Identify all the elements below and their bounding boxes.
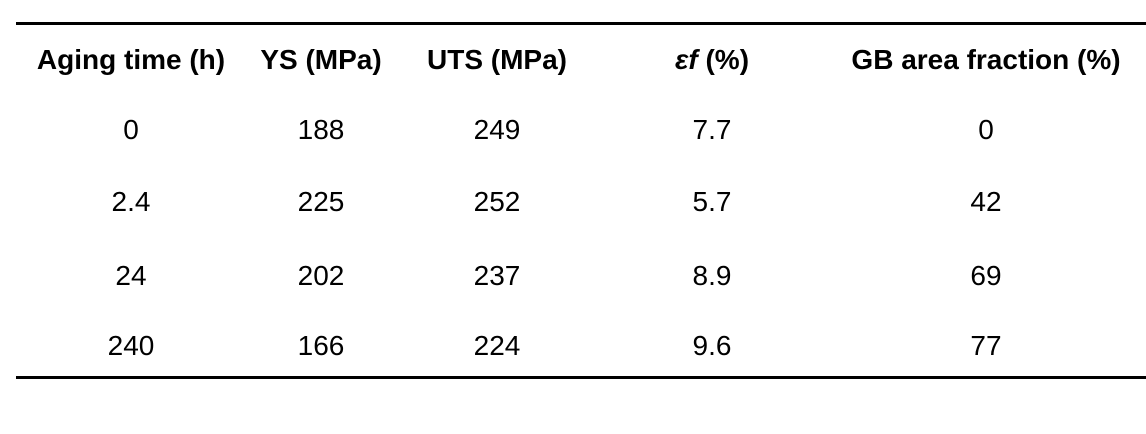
table-header-row: Aging time (h) YS (MPa) UTS (MPa) εf (%)… [0,40,1146,80]
cell-gb-area-fraction: 0 [978,114,994,145]
header-aging-time: Aging time (h) [36,44,226,75]
cell-elongation: 7.7 [692,114,732,145]
cell-aging-time: 240 [107,330,155,361]
cell-ys: 225 [297,186,345,217]
cell-elongation: 9.6 [692,330,732,361]
table-bottom-rule [16,376,1146,379]
table-row: 2.4 225 252 5.7 42 [0,182,1146,222]
cell-aging-time: 24 [115,260,147,291]
cell-uts: 249 [473,114,521,145]
header-gb-area-fraction: GB area fraction (%) [851,44,1121,75]
cell-ys: 188 [297,114,345,145]
table-top-rule [16,22,1146,25]
cell-elongation: 8.9 [692,260,732,291]
table-row: 240 166 224 9.6 77 [0,326,1146,366]
cell-aging-time: 2.4 [111,186,151,217]
cell-aging-time: 0 [123,114,139,145]
header-uts: UTS (MPa) [427,44,567,75]
header-elongation: εf (%) [674,44,750,75]
cell-gb-area-fraction: 77 [970,330,1002,361]
cell-elongation: 5.7 [692,186,732,217]
cell-gb-area-fraction: 42 [970,186,1002,217]
table-row: 0 188 249 7.7 0 [0,110,1146,150]
cell-ys: 166 [297,330,345,361]
cell-ys: 202 [297,260,345,291]
cell-uts: 252 [473,186,521,217]
cell-uts: 224 [473,330,521,361]
header-ys: YS (MPa) [260,44,382,75]
cell-gb-area-fraction: 69 [970,260,1002,291]
table-row: 24 202 237 8.9 69 [0,256,1146,296]
cell-uts: 237 [473,260,521,291]
